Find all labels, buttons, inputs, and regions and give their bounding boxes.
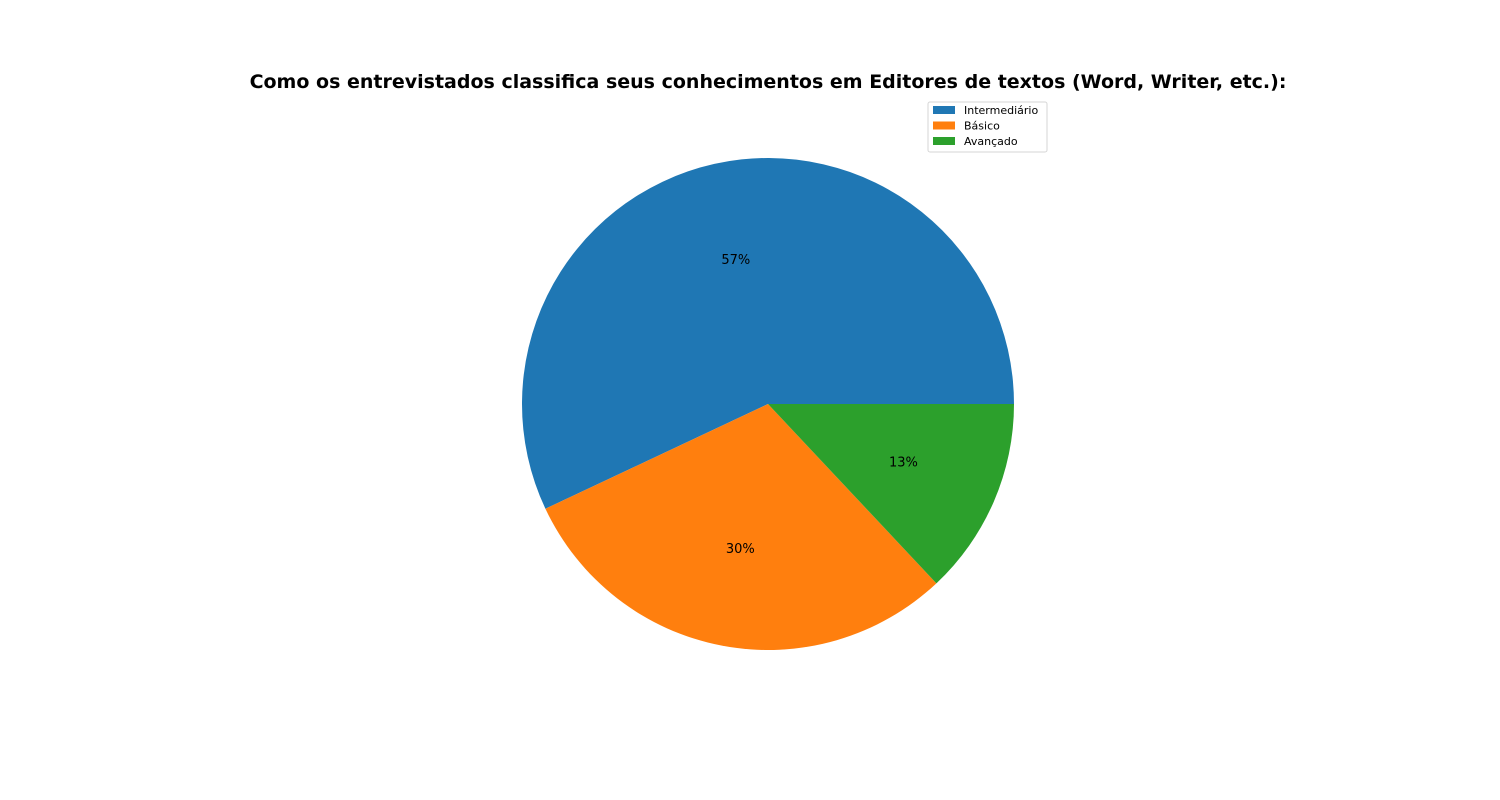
percent-labels: 57% 30% 13% <box>721 253 918 557</box>
percent-label-3: 13% <box>889 456 918 471</box>
legend-swatch-2 <box>933 121 955 130</box>
legend-swatch-1 <box>933 106 955 114</box>
chart-title: Como os entrevistados classifica seus co… <box>250 71 1287 93</box>
legend-label-1: Intermediário <box>964 104 1038 117</box>
pie-slice-1 <box>521 157 1014 509</box>
pie-slice-2 <box>545 404 937 650</box>
pie-slices <box>521 157 1014 650</box>
legend: Intermediário Básico Avançado <box>927 101 1048 153</box>
pie-slice-3 <box>768 404 1014 584</box>
percent-label-2: 30% <box>726 542 755 557</box>
legend-swatch-3 <box>933 137 955 145</box>
legend-frame <box>927 101 1048 153</box>
legend-label-2: Básico <box>964 120 1000 133</box>
legend-label-3: Avançado <box>964 135 1018 148</box>
percent-label-1: 57% <box>721 253 750 268</box>
